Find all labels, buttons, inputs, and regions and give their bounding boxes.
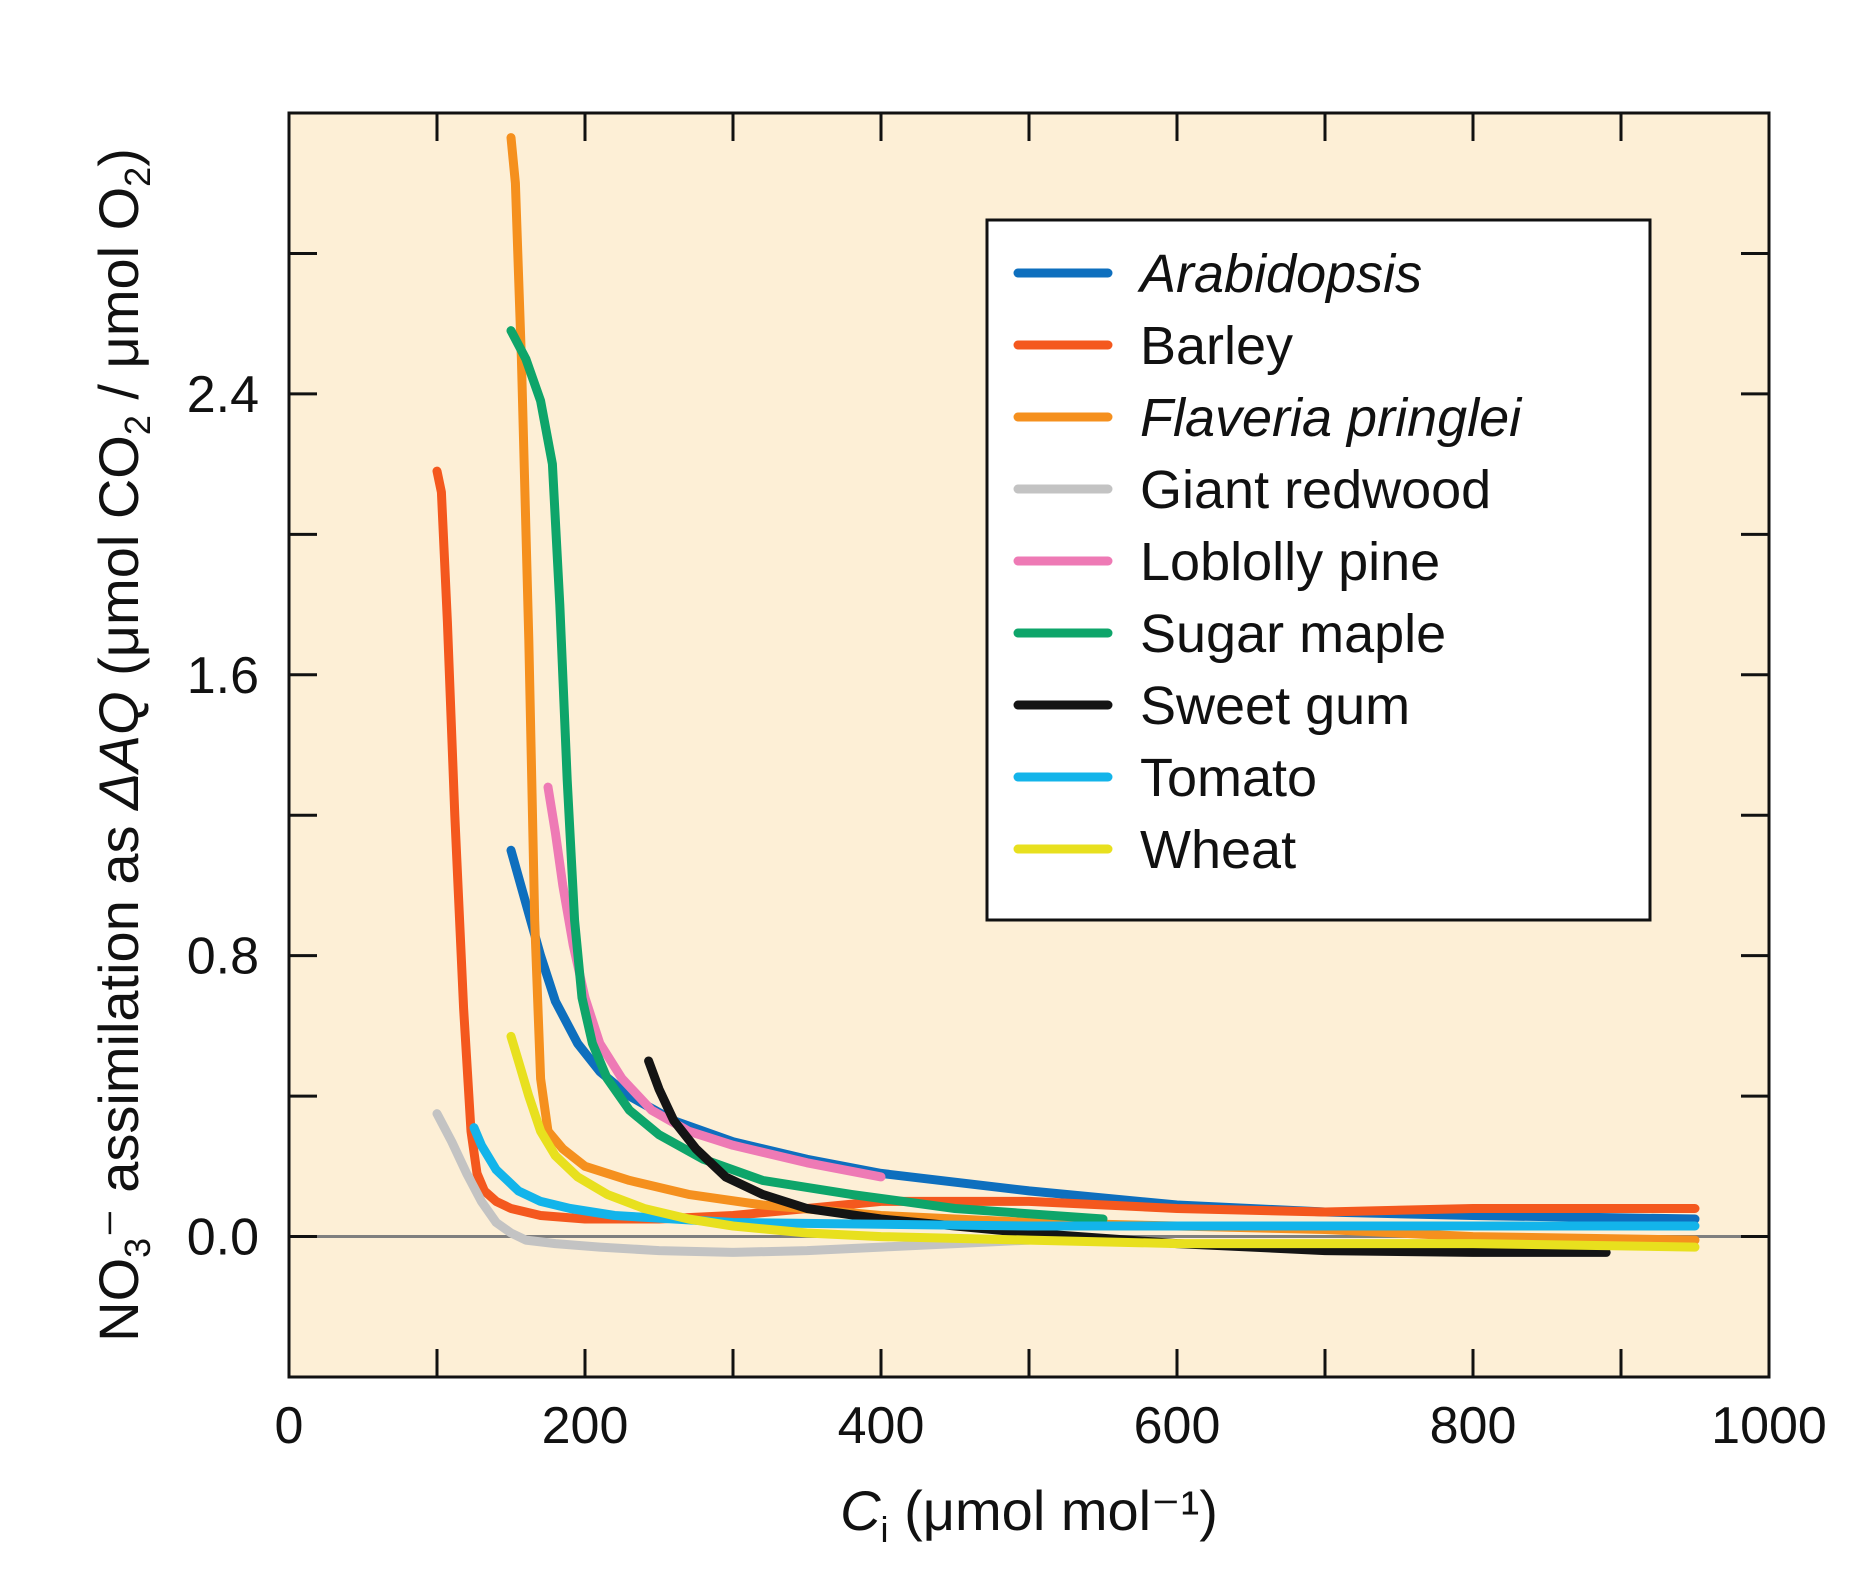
x-axis-title-main: C bbox=[840, 1479, 881, 1542]
y-tick-label: 1.6 bbox=[187, 647, 259, 705]
series-lines bbox=[432, 133, 1700, 1257]
y-axis-title-sub: 2 bbox=[117, 415, 158, 435]
x-axis-title-unit: (μmol mol⁻¹) bbox=[889, 1479, 1218, 1542]
x-tick-label: 1000 bbox=[1711, 1397, 1827, 1455]
legend-box bbox=[985, 218, 1652, 922]
y-axis-title-part: NO bbox=[87, 1258, 150, 1342]
x-tick-labels: 0 200 400 600 800 1000 bbox=[275, 1397, 1827, 1455]
plot-frame bbox=[287, 111, 1771, 1379]
x-axis-title: Ci (μmol mol⁻¹) bbox=[840, 1479, 1218, 1550]
y-axis-title-part: (μmol CO bbox=[87, 435, 150, 691]
legend-label-sweet-gum: Sweet gum bbox=[1140, 676, 1410, 736]
y-tick-labels: 0.0 0.8 1.6 2.4 bbox=[187, 366, 259, 1267]
legend-label-wheat: Wheat bbox=[1140, 820, 1296, 880]
y-axis-title-part: / μmol O bbox=[87, 187, 150, 415]
x-tick-label: 0 bbox=[275, 1397, 304, 1455]
y-axis-title: NO3⁻ assimilation as ΔAQ (μmol CO2 / μmo… bbox=[87, 148, 158, 1342]
y-tick-label: 0.0 bbox=[187, 1209, 259, 1267]
y-tick-label: 2.4 bbox=[187, 366, 259, 424]
x-tick-label: 800 bbox=[1430, 1397, 1517, 1455]
series-line-loblolly-pine bbox=[543, 782, 886, 1182]
legend-label-flaveria-pringlei: Flaveria pringlei bbox=[1140, 388, 1523, 448]
legend-label-sugar-maple: Sugar maple bbox=[1140, 604, 1446, 664]
y-axis-title-part: ) bbox=[87, 148, 150, 167]
legend-label-loblolly-pine: Loblolly pine bbox=[1140, 532, 1440, 592]
series-line-giant-redwood bbox=[432, 1109, 1034, 1257]
series-line-barley bbox=[432, 466, 1700, 1224]
legend: Arabidopsis Barley Flaveria pringlei Giant … bbox=[985, 218, 1652, 922]
series-line-sweet-gum bbox=[644, 1056, 1611, 1257]
y-axis-title-sub: 3 bbox=[117, 1238, 158, 1258]
axis-ticks bbox=[289, 113, 1769, 1377]
x-axis-title-sub: i bbox=[881, 1509, 889, 1550]
series-line-wheat bbox=[506, 1031, 1700, 1252]
legend-label-giant-redwood: Giant redwood bbox=[1140, 460, 1491, 520]
y-axis-title-sub: 2 bbox=[117, 167, 158, 187]
x-tick-label: 400 bbox=[838, 1397, 925, 1455]
legend-label-arabidopsis: Arabidopsis bbox=[1137, 244, 1422, 304]
y-axis-title-part: ΔAQ bbox=[87, 691, 150, 811]
legend-label-tomato: Tomato bbox=[1140, 748, 1317, 808]
y-tick-label: 0.8 bbox=[187, 928, 259, 986]
x-tick-label: 600 bbox=[1134, 1397, 1221, 1455]
legend-label-barley: Barley bbox=[1140, 316, 1293, 376]
legend-items: Arabidopsis Barley Flaveria pringlei Giant … bbox=[1013, 244, 1523, 880]
series-line-sugar-maple bbox=[506, 326, 1108, 1224]
y-axis-title-part: ⁻ assimilation as bbox=[87, 810, 150, 1238]
x-tick-label: 200 bbox=[542, 1397, 629, 1455]
